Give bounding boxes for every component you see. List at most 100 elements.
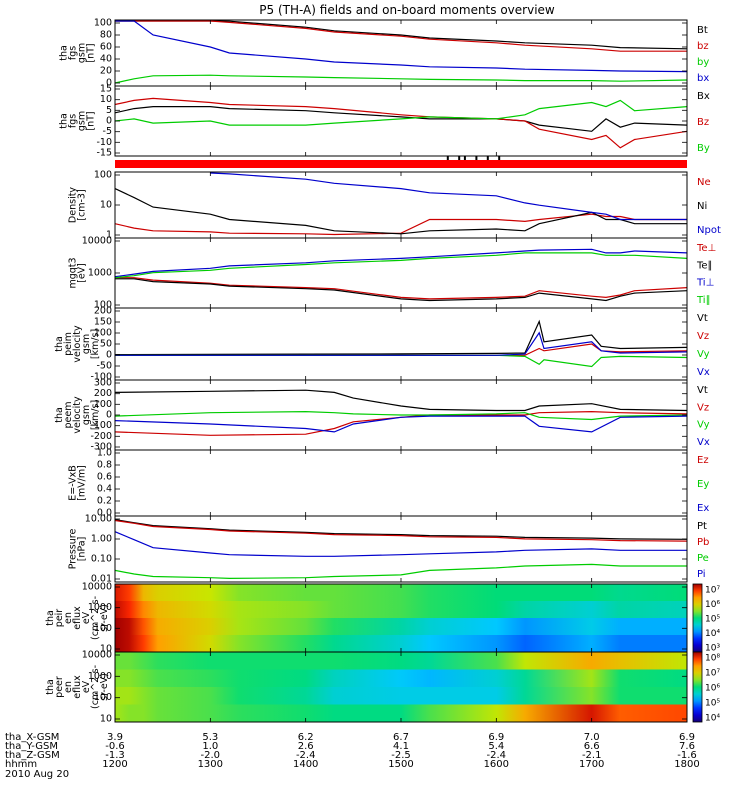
footer-value: 1600 [484,759,509,770]
colorbar [692,651,703,723]
series-line-Pt [114,519,688,540]
footer-value: -2.4 [487,750,507,761]
series-line-Ni [114,188,687,235]
legend-entry: Vy [697,349,710,360]
y-tick-label: 80 [100,30,112,41]
legend-entry: Pi [697,569,706,580]
y-tick-label: -100 [90,420,112,431]
legend-entry: Vt [697,313,708,324]
y-tick-label: 10000 [82,236,112,247]
heatmap-band [115,704,687,723]
y-axis-label: thafgsgsm[nT] [59,111,97,131]
footer-row-label: hhmm [5,759,37,770]
panel-frame [114,449,688,517]
footer-value: -1.6 [677,750,697,761]
legend-entry: Pe [697,553,709,564]
y-tick-label: 0.8 [97,460,112,471]
y-tick-label: 5 [106,105,112,116]
y-tick-label: 0.01 [91,574,112,585]
y-tick-label: 60 [100,42,112,53]
footer-value: 7.0 [584,732,600,743]
footer-value: 1.0 [202,741,218,752]
y-tick-label: 10000 [82,650,112,661]
colorbar-tick-label: 10⁸ [705,654,720,664]
y-tick-label: 200 [94,388,112,399]
legend-entry: Ne [697,177,711,188]
footer-row-label: tha_Z-GSM [5,750,60,761]
y-tick-label: 40 [100,54,112,65]
y-tick-label: 1.00 [91,534,112,545]
y-tick-label: 0 [106,116,112,127]
legend-entry: Bx [697,91,710,102]
legend-entry: Te∥ [696,260,713,271]
legend-entry: By [697,143,710,154]
footer-value: 2.6 [298,741,314,752]
footer-value: 1700 [579,759,604,770]
colorbar-tick-label: 10⁶ [705,600,720,610]
panel-9: 10⁷ 10⁶ 10⁵ 10⁴ 10³ 10000 1000 100 10 thapeirenef… [45,582,720,655]
legend-entry: bx [697,73,709,84]
footer-value: -2.1 [582,750,602,761]
colorbar-tick-label: 10⁶ [705,684,720,694]
footer-value: 6.6 [584,741,600,752]
y-tick-label: -300 [90,442,112,453]
y-tick-label: 1 [106,230,112,241]
series-line-Bx [114,105,688,132]
footer-value: 1300 [198,759,223,770]
y-tick-label: 1000 [88,671,112,682]
colorbar-tick-label: 10⁵ [705,699,720,709]
colorbar-tick-label: 10⁷ [705,669,720,679]
heatmap-band [115,635,687,653]
footer-value: 1800 [674,759,699,770]
legend-entry: Bz [697,117,709,128]
legend-entry: Ni [697,201,707,212]
y-tick-label: -200 [90,431,112,442]
y-tick-label: 100 [94,623,112,634]
footer-row-label: 2010 Aug 20 [5,769,69,780]
y-axis-label: Density[cm-3] [68,187,88,223]
heatmap-band [115,669,687,688]
series-line-Ti⊥ [114,248,688,278]
legend-entry: Vt [697,385,708,396]
y-tick-label: 150 [94,317,112,328]
footer-value: -0.6 [105,741,125,752]
footer-value: -2.0 [201,750,221,761]
panel-4: Te⊥ Te∥ Ti⊥ Ti∥ 10000 1000 100 mgqt3[eV] [68,236,717,311]
y-axis-label: thapeerenefluxeV(cm^2-s-sr-eV) [45,665,110,709]
series-line-bx [115,20,688,73]
legend-entry: bz [697,41,709,52]
mode-strip [115,156,687,168]
heatmap-band [115,687,687,705]
y-tick-label: 0.4 [97,484,112,495]
y-tick-label: 10.00 [85,514,112,525]
heatmap-band [115,584,687,602]
y-axis-label: thapeemvelocitygsm[km/s] [54,396,101,434]
y-tick-label: 10 [100,94,112,105]
legend-entry: Ti∥ [696,295,711,306]
series-line-Pi [114,531,687,557]
y-tick-label: 0.0 [97,508,112,519]
y-tick-label: 1.0 [97,448,112,459]
footer-value: 1500 [388,759,413,770]
y-tick-label: 100 [94,328,112,339]
y-tick-label: 1000 [88,602,112,613]
figure-title: P5 (TH-A) fields and on-board moments ov… [259,3,555,17]
series-line-Vt [114,319,688,356]
legend-entry: Te⊥ [696,243,716,254]
y-tick-label: 100 [94,18,112,29]
y-axis-label: thapeimvelocitygsm[km/s] [54,325,101,363]
y-tick-label: 300 [94,378,112,389]
y-axis-label: E=-VxB[mV/m] [68,465,88,501]
series-line-Vx [114,415,688,433]
footer-row-label: tha_X-GSM [5,732,59,743]
footer-value: -2.5 [391,750,411,761]
y-tick-label: 0 [106,350,112,361]
footer-value: 1400 [293,759,318,770]
footer-value: 5.4 [488,741,504,752]
footer-value: 3.9 [107,732,123,743]
series-line-bz [115,20,687,52]
footer-value: 6.2 [298,732,314,743]
